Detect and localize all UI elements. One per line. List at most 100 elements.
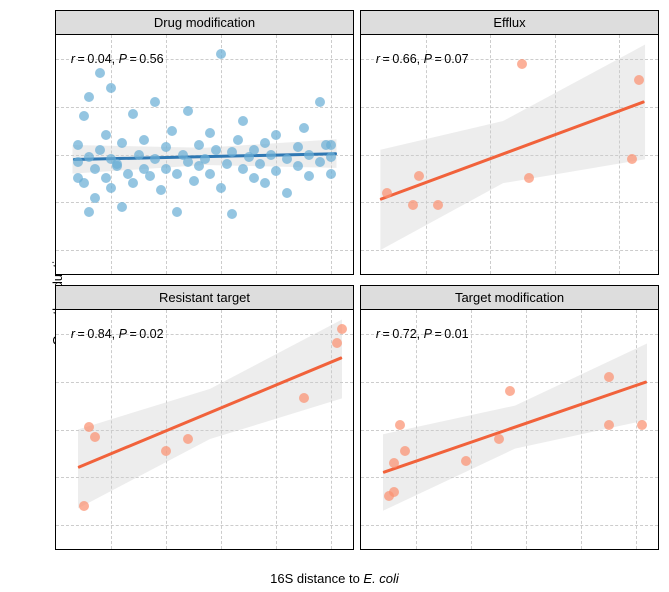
y-tick-label: 10%: [55, 149, 56, 161]
data-point: [266, 150, 276, 160]
data-point: [73, 140, 83, 150]
x-axis-label-prefix: 16S distance to: [270, 571, 363, 586]
panel: Target modificationr = 0.72, P = 0.015%1…: [360, 285, 659, 550]
data-point: [293, 161, 303, 171]
stats-annotation: r = 0.84, P = 0.02: [71, 327, 164, 341]
data-point: [150, 154, 160, 164]
data-point: [172, 207, 182, 217]
stats-annotation: r = 0.72, P = 0.01: [376, 327, 469, 341]
data-point: [128, 109, 138, 119]
data-point: [271, 166, 281, 176]
data-point: [216, 49, 226, 59]
data-point: [505, 386, 515, 396]
data-point: [282, 154, 292, 164]
data-point: [84, 92, 94, 102]
panel-title-strip: Efflux: [360, 10, 659, 34]
data-point: [139, 135, 149, 145]
data-point: [194, 140, 204, 150]
data-point: [90, 432, 100, 442]
data-point: [326, 152, 336, 162]
data-point: [134, 150, 144, 160]
data-point: [637, 420, 647, 430]
data-point: [604, 372, 614, 382]
data-point: [433, 200, 443, 210]
data-point: [299, 123, 309, 133]
data-point: [79, 111, 89, 121]
data-point: [216, 183, 226, 193]
data-point: [227, 147, 237, 157]
data-point: [167, 126, 177, 136]
panel-title-strip: Resistant target: [55, 285, 354, 309]
y-tick-label: 10%: [55, 424, 56, 436]
data-point: [524, 173, 534, 183]
data-point: [255, 159, 265, 169]
data-point: [389, 487, 399, 497]
data-point: [84, 207, 94, 217]
data-point: [315, 157, 325, 167]
data-point: [634, 75, 644, 85]
y-tick-label: −10%: [55, 519, 56, 531]
data-point: [238, 116, 248, 126]
data-point: [395, 420, 405, 430]
data-point: [183, 434, 193, 444]
data-point: [332, 338, 342, 348]
y-tick-label: 30%: [55, 53, 56, 65]
x-tick-label: 10%: [155, 549, 177, 550]
confidence-band: [361, 35, 658, 274]
panel: Resistant target r = 0.84, P = 0.02 −10% 0%…: [55, 285, 354, 550]
data-point: [627, 154, 637, 164]
data-point: [408, 200, 418, 210]
y-tick-label: 30%: [55, 328, 56, 340]
data-point: [400, 446, 410, 456]
data-point: [183, 106, 193, 116]
data-point: [337, 324, 347, 334]
data-point: [106, 83, 116, 93]
x-tick-label: 5%: [408, 549, 424, 550]
panel: Drug modificationr = 0.04, P = 0.56−10%0…: [55, 10, 354, 275]
data-point: [517, 59, 527, 69]
data-point: [260, 138, 270, 148]
data-point: [161, 164, 171, 174]
data-point: [183, 157, 193, 167]
y-tick-label: 20%: [55, 376, 56, 388]
y-tick-label: 0%: [55, 471, 56, 483]
data-point: [161, 142, 171, 152]
data-point: [117, 202, 127, 212]
x-tick-label: 15%: [210, 549, 232, 550]
data-point: [106, 183, 116, 193]
x-tick-label: 15%: [515, 549, 537, 550]
data-point: [315, 97, 325, 107]
data-point: [200, 154, 210, 164]
data-point: [128, 178, 138, 188]
data-point: [282, 188, 292, 198]
data-point: [73, 157, 83, 167]
y-tick-label: −10%: [55, 244, 56, 256]
data-point: [299, 393, 309, 403]
plot-area: r = 0.04, P = 0.56−10%0%10%20%30%: [55, 34, 354, 275]
y-tick-label: 0%: [55, 196, 56, 208]
data-point: [227, 209, 237, 219]
data-point: [189, 176, 199, 186]
panel-grid: Drug modificationr = 0.04, P = 0.56−10%0…: [55, 10, 659, 550]
data-point: [233, 135, 243, 145]
data-point: [90, 193, 100, 203]
plot-area: r = 0.66, P = 0.07: [360, 34, 659, 275]
data-point: [156, 185, 166, 195]
stats-annotation: r = 0.04, P = 0.56: [71, 52, 164, 66]
data-point: [123, 169, 133, 179]
data-point: [145, 171, 155, 181]
data-point: [84, 152, 94, 162]
data-point: [95, 145, 105, 155]
data-point: [389, 458, 399, 468]
data-point: [112, 159, 122, 169]
x-tick-label: 5%: [103, 549, 119, 550]
data-point: [494, 434, 504, 444]
x-tick-label: 25%: [320, 549, 342, 550]
x-axis-label-italic: E. coli: [363, 571, 398, 586]
stats-annotation: r = 0.66, P = 0.07: [376, 52, 469, 66]
data-point: [238, 164, 248, 174]
data-point: [382, 188, 392, 198]
data-point: [222, 159, 232, 169]
data-point: [260, 178, 270, 188]
panel: Efflux r = 0.66, P = 0.07: [360, 10, 659, 275]
